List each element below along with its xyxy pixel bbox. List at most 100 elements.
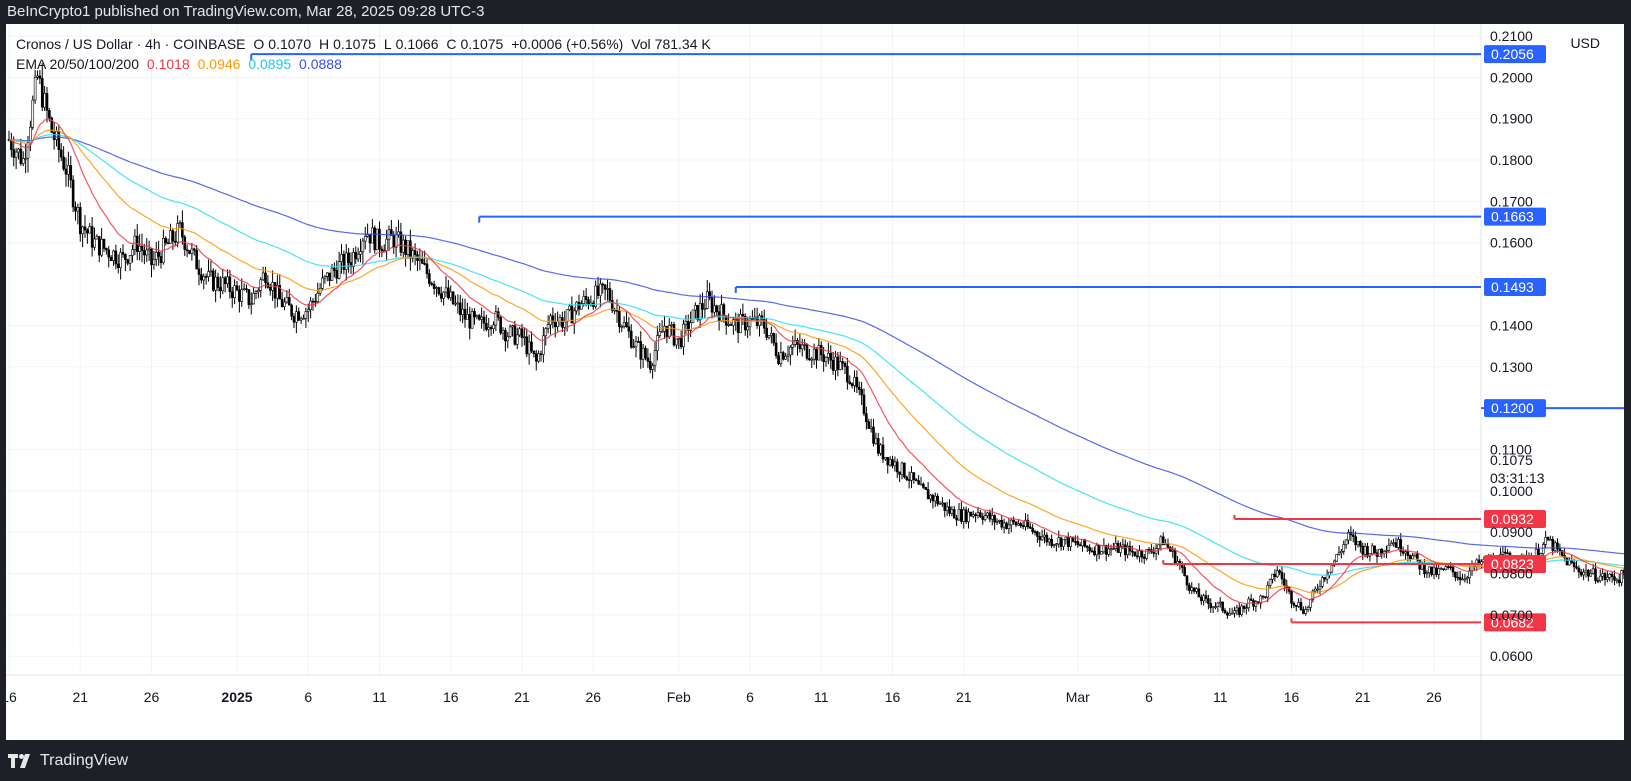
y-tick-label: 0.1000: [1490, 483, 1533, 499]
candle-body: [371, 227, 374, 244]
candle-body: [1392, 542, 1395, 544]
candle-body: [1558, 548, 1562, 551]
candle-body: [563, 321, 567, 328]
candle-body: [1587, 569, 1590, 577]
candle-body: [1017, 523, 1020, 526]
candle-body: [546, 324, 550, 329]
candle-body: [126, 259, 130, 264]
ema-label[interactable]: EMA 20/50/100/200: [16, 56, 139, 72]
candle-body: [454, 302, 457, 305]
candle-body: [173, 240, 177, 243]
candle-body: [1449, 566, 1452, 569]
candle-body: [392, 235, 396, 248]
candle-body: [1202, 595, 1205, 602]
candle-body: [808, 358, 811, 360]
candle-body: [171, 230, 175, 242]
candle-body: [1123, 544, 1127, 556]
candle-body: [245, 288, 248, 291]
candle-body: [964, 509, 968, 523]
candle-body: [200, 274, 203, 281]
candle-body: [924, 487, 928, 490]
candle-body: [52, 132, 56, 140]
candle-body: [995, 520, 999, 523]
x-tick-label: 21: [514, 689, 530, 705]
candle-body: [1088, 547, 1091, 552]
candle-body: [67, 165, 70, 175]
candle-body: [1026, 519, 1030, 528]
y-tick-label: 0.0900: [1490, 524, 1533, 540]
candle-body: [857, 386, 861, 390]
candle-body: [819, 345, 823, 356]
candle-body: [789, 346, 792, 356]
candle-body: [1387, 544, 1391, 551]
candle-body: [1209, 603, 1213, 609]
candle-body: [796, 340, 799, 345]
level-badge-0.1493: [1484, 277, 1546, 296]
candle-body: [62, 156, 65, 170]
candle-body: [912, 472, 916, 480]
candle-body: [523, 336, 526, 339]
candle-body: [1361, 545, 1365, 555]
x-tick-label: 16: [443, 689, 459, 705]
candle-body: [891, 459, 894, 467]
symbol-title[interactable]: Cronos / US Dollar · 4h · COINBASE: [16, 36, 246, 52]
candle-body: [513, 325, 517, 345]
candle-body: [1309, 598, 1312, 608]
candle-body: [226, 276, 229, 284]
candle-body: [257, 289, 260, 293]
candle-body: [102, 238, 106, 249]
candle-body: [539, 353, 543, 356]
x-tick-label: 2025: [221, 689, 252, 705]
candle-body: [1278, 570, 1281, 573]
candle-body: [285, 297, 289, 303]
candle-body: [803, 344, 806, 346]
candle-body: [648, 361, 652, 370]
candle-body: [952, 509, 956, 519]
candle-body: [1188, 584, 1191, 591]
candle-body: [304, 311, 308, 319]
candle-body: [874, 437, 878, 444]
candle-body: [1235, 607, 1239, 611]
candle-body: [406, 240, 410, 255]
candle-body: [998, 520, 1001, 522]
candle-body: [784, 355, 787, 360]
candle-body: [525, 336, 529, 355]
candle-body: [228, 276, 232, 293]
candle-body: [722, 304, 726, 317]
candle-body: [185, 249, 189, 251]
candle-body: [463, 308, 467, 320]
candle-body: [1033, 531, 1037, 533]
candle-body: [116, 263, 120, 268]
candle-body: [1007, 524, 1011, 530]
x-tick-label: 21: [1355, 689, 1371, 705]
candle-body: [1019, 523, 1023, 526]
candle-body: [181, 222, 184, 238]
candle-body: [1363, 546, 1367, 555]
candle-body: [1050, 538, 1053, 546]
candle-body: [791, 344, 795, 348]
chart-panel[interactable]: Cronos / US Dollar · 4h · COINBASE O 0.10…: [6, 24, 1624, 740]
candle-body: [1615, 579, 1619, 582]
candle-body: [1446, 566, 1450, 568]
candle-body: [390, 229, 393, 236]
candle-body: [1366, 546, 1369, 557]
candle-body: [216, 276, 220, 288]
candle-body: [1608, 573, 1612, 578]
currency-label[interactable]: USD: [1570, 35, 1600, 51]
tradingview-brand[interactable]: TradingView: [8, 752, 128, 770]
candle-body: [494, 311, 498, 326]
candle-body: [1114, 542, 1118, 549]
candle-body: [485, 322, 488, 330]
price-chart[interactable]: 0.2056 0.1663 0.1493 0.1200 0.0932 0.0823 0.06…: [6, 24, 1624, 740]
candle-body: [420, 258, 424, 264]
candle-body: [710, 297, 714, 313]
candle-body: [810, 358, 814, 361]
level-badge-0.1200: [1484, 399, 1546, 418]
candle-body: [1572, 562, 1576, 568]
candle-body: [691, 309, 695, 324]
candle-body: [359, 251, 362, 255]
candle-body: [1401, 551, 1405, 554]
candle-body: [409, 240, 412, 259]
candle-body: [1613, 576, 1616, 581]
level-badge-0.0932: [1484, 509, 1546, 528]
